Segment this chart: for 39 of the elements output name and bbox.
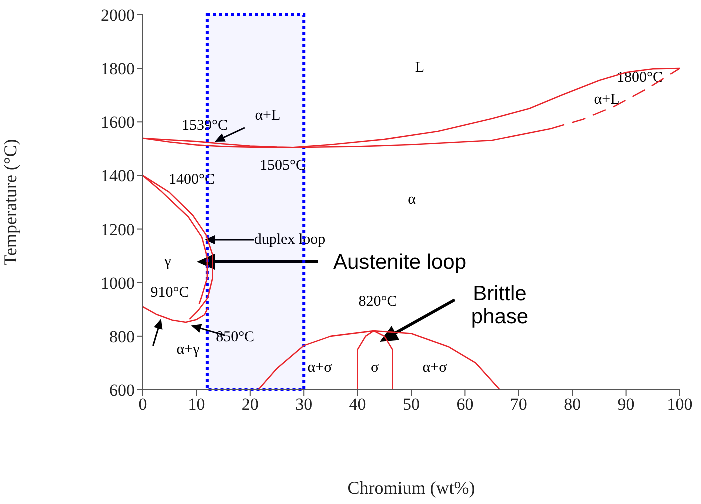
x-tick-label: 100 xyxy=(667,395,693,414)
x-tick-label: 70 xyxy=(510,395,528,414)
annotation: 1539°C xyxy=(182,118,228,134)
y-tick-label: 2000 xyxy=(101,6,135,26)
y-tick-label: 1800 xyxy=(101,60,135,79)
y-axis-title: Temperature (°C) xyxy=(0,139,20,266)
y-tick-label: 800 xyxy=(110,327,135,346)
x-tick-label: 50 xyxy=(403,395,420,414)
x-tick-label: 90 xyxy=(618,395,635,414)
x-tick-label: 30 xyxy=(296,395,313,414)
annotation: γ xyxy=(164,254,172,270)
annotation: duplex loop xyxy=(254,232,326,248)
x-tick-label: 80 xyxy=(564,395,582,414)
annotation: α+L xyxy=(255,108,281,124)
annotation: α+σ xyxy=(308,360,332,376)
annotation: α+σ xyxy=(422,360,448,376)
annotation: 1505°C xyxy=(260,158,306,174)
annotation: 820°C xyxy=(358,294,398,310)
y-tick-label: 1000 xyxy=(101,274,135,293)
y-tick-label: 1200 xyxy=(101,220,135,240)
annotation: Austenite loop xyxy=(333,250,467,274)
annotation: 1800°C xyxy=(616,70,664,86)
x-tick-label: 40 xyxy=(349,395,366,414)
annotation: 850°C xyxy=(216,330,255,346)
y-tick-label: 1400 xyxy=(101,166,135,186)
annotation: L xyxy=(415,60,425,76)
y-tick-label: 1600 xyxy=(101,113,135,132)
annotation: 910°C xyxy=(150,285,190,301)
annotation: α+γ xyxy=(176,342,200,358)
x-tick-label: 20 xyxy=(242,395,259,414)
x-tick-label: 10 xyxy=(188,395,206,414)
annotation: σ xyxy=(370,360,380,376)
x-axis-title: Chromium (wt%) xyxy=(348,478,476,498)
x-tick-label: 0 xyxy=(138,395,148,414)
annotation: α+L xyxy=(594,92,620,108)
x-tick-label: 60 xyxy=(456,395,474,414)
annotation: Brittle phase xyxy=(471,282,529,328)
annotation: α xyxy=(408,192,416,208)
y-tick-label: 600 xyxy=(110,381,135,400)
